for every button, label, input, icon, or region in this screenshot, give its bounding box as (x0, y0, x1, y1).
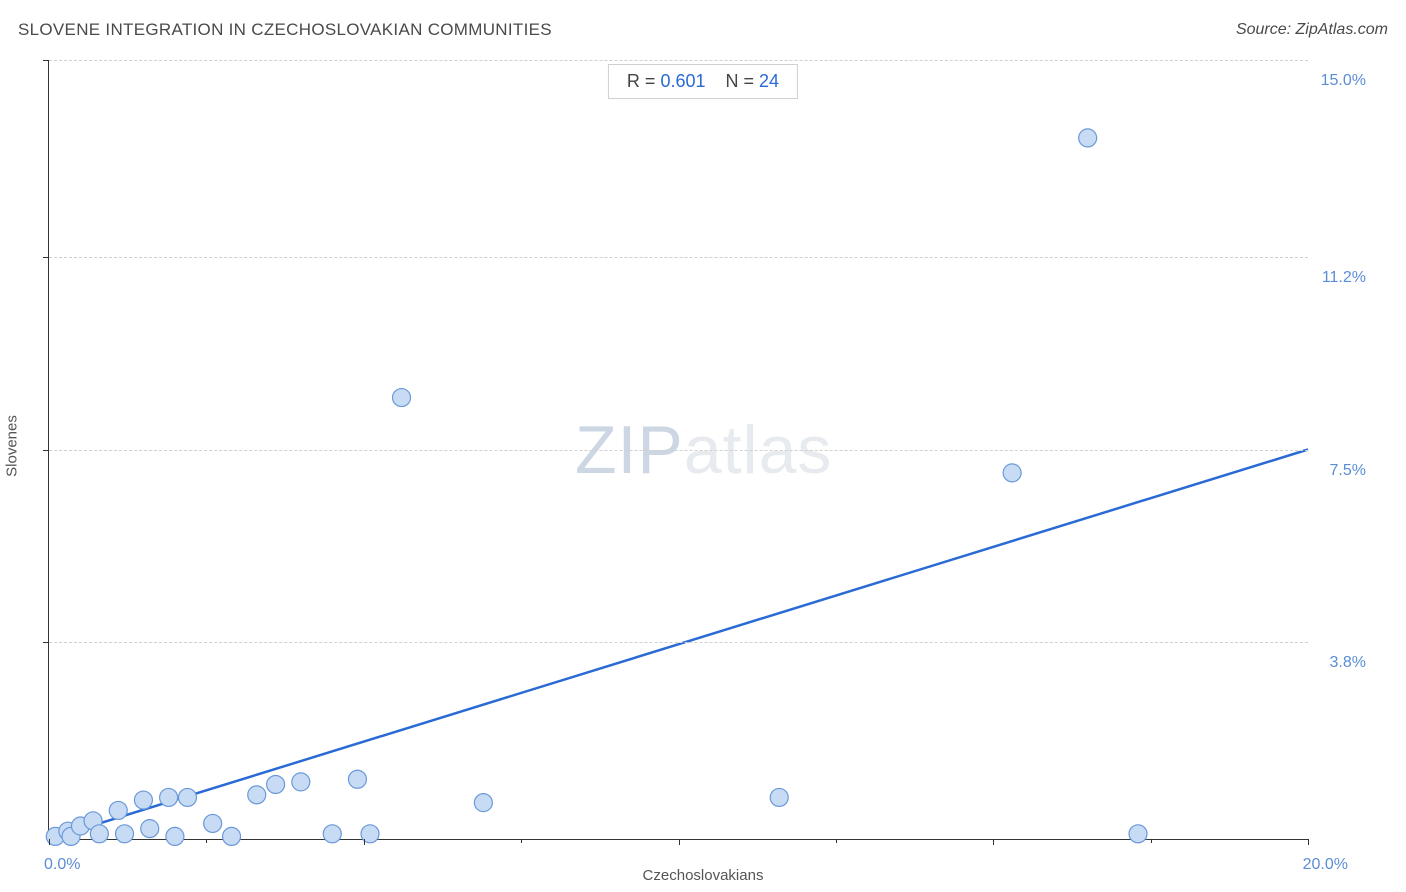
data-point (141, 820, 159, 838)
y-tick (43, 60, 49, 61)
data-point (770, 788, 788, 806)
data-point (248, 786, 266, 804)
data-point (166, 827, 184, 845)
grid-line-h (49, 642, 1308, 643)
data-point (1129, 825, 1147, 843)
grid-line-h (49, 450, 1308, 451)
data-point (474, 794, 492, 812)
y-tick (43, 450, 49, 451)
y-tick-label: 7.5% (1330, 462, 1366, 480)
grid-line-h (49, 257, 1308, 258)
data-point (109, 801, 127, 819)
stat-n-label: N = (726, 71, 755, 91)
data-point (267, 775, 285, 793)
stats-box: R = 0.601 N = 24 (608, 64, 798, 99)
plot-area: ZIPatlas (48, 60, 1308, 840)
data-point (393, 389, 411, 407)
y-tick-label: 3.8% (1330, 654, 1366, 672)
x-axis-label: Czechoslovakians (643, 867, 764, 884)
data-point (160, 788, 178, 806)
data-point (323, 825, 341, 843)
stat-r-value: 0.601 (660, 71, 705, 91)
stat-n: N = 24 (726, 71, 780, 92)
x-tick (49, 839, 50, 845)
x-tick (679, 839, 680, 845)
data-point (292, 773, 310, 791)
stat-r-label: R = (627, 71, 656, 91)
data-point (1079, 129, 1097, 147)
data-point (1003, 464, 1021, 482)
data-point (348, 770, 366, 788)
stat-n-value: 24 (759, 71, 779, 91)
y-axis-label: Slovenes (4, 415, 21, 477)
source-prefix: Source: (1236, 21, 1296, 38)
x-tick (206, 839, 207, 843)
x-min-tick-label: 0.0% (44, 856, 80, 874)
y-tick (43, 257, 49, 258)
data-point (178, 788, 196, 806)
x-tick (521, 839, 522, 843)
data-point (223, 827, 241, 845)
x-tick (364, 839, 365, 845)
chart-title: SLOVENE INTEGRATION IN CZECHOSLOVAKIAN C… (18, 20, 552, 40)
x-tick (1308, 839, 1309, 845)
grid-line-h (49, 60, 1308, 61)
source-name: ZipAtlas.com (1296, 21, 1388, 38)
chart-header: SLOVENE INTEGRATION IN CZECHOSLOVAKIAN C… (18, 20, 1388, 40)
x-max-tick-label: 20.0% (1303, 856, 1348, 874)
data-point (204, 814, 222, 832)
data-point (90, 825, 108, 843)
y-tick-label: 11.2% (1322, 269, 1366, 287)
data-point (116, 825, 134, 843)
y-tick-label: 15.0% (1321, 72, 1366, 90)
x-tick (1151, 839, 1152, 843)
data-point (134, 791, 152, 809)
y-tick (43, 642, 49, 643)
trend-line (49, 450, 1308, 840)
stat-r: R = 0.601 (627, 71, 706, 92)
x-tick (993, 839, 994, 845)
x-tick (836, 839, 837, 843)
source-attribution: Source: ZipAtlas.com (1236, 21, 1388, 39)
